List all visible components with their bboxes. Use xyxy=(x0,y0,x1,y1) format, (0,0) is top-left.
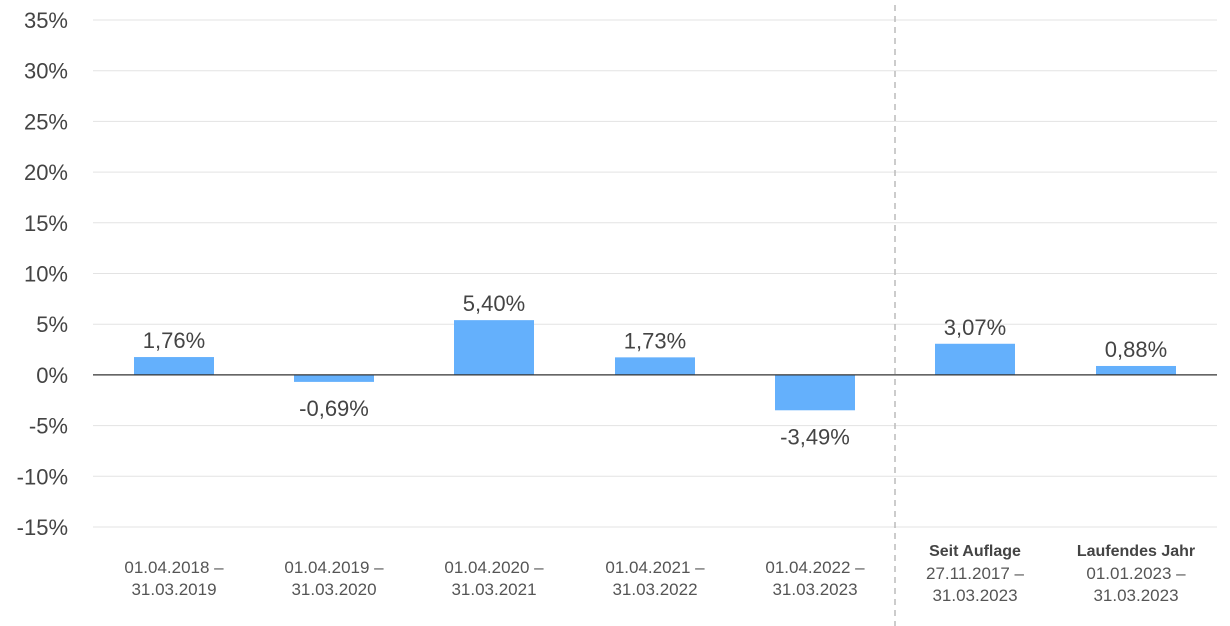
data-label: 1,73% xyxy=(624,328,686,353)
category-label: 31.03.2023 xyxy=(1093,586,1178,605)
y-tick-label: -15% xyxy=(17,515,68,540)
category-label: 01.04.2020 – xyxy=(444,558,544,577)
bar xyxy=(134,357,214,375)
bar xyxy=(454,320,534,375)
category-label: 01.04.2018 – xyxy=(124,558,224,577)
category-label: 31.03.2022 xyxy=(612,580,697,599)
category-label: 31.03.2019 xyxy=(131,580,216,599)
data-label: -3,49% xyxy=(780,424,850,449)
category-label: 31.03.2020 xyxy=(291,580,376,599)
data-label: 1,76% xyxy=(143,328,205,353)
category-label: 27.11.2017 – xyxy=(926,564,1025,583)
data-label: -0,69% xyxy=(299,396,369,421)
y-tick-label: 25% xyxy=(24,109,68,134)
y-tick-label: 35% xyxy=(24,8,68,33)
category-label: 01.04.2022 – xyxy=(765,558,865,577)
data-label: 3,07% xyxy=(944,315,1006,340)
data-labels: 1,76% -0,69% 5,40% 1,73% -3,49% 3,07% 0,88% xyxy=(143,291,1167,449)
y-tick-label: 5% xyxy=(36,312,68,337)
bar xyxy=(1096,365,1176,375)
bar xyxy=(615,357,695,375)
category-heading: Seit Auflage xyxy=(929,543,1021,560)
bar xyxy=(775,374,855,411)
y-tick-label: 0% xyxy=(36,363,68,388)
data-label: 5,40% xyxy=(463,291,525,316)
y-axis-ticks: 35% 30% 25% 20% 15% 10% 5% 0% -5% -10% -15% xyxy=(17,8,68,540)
y-tick-label: 15% xyxy=(24,211,68,236)
category-label: 31.03.2021 xyxy=(451,580,536,599)
y-tick-label: 20% xyxy=(24,160,68,185)
category-label: 01.04.2019 – xyxy=(284,558,384,577)
y-tick-label: 30% xyxy=(24,59,68,84)
bar xyxy=(935,343,1015,375)
grid-lines xyxy=(93,19,1217,528)
category-label: 31.03.2023 xyxy=(772,580,857,599)
bar xyxy=(294,374,374,382)
data-label: 0,88% xyxy=(1105,337,1167,362)
bars xyxy=(134,320,1176,411)
y-tick-label: -10% xyxy=(17,464,68,489)
category-label: 01.04.2021 – xyxy=(605,558,705,577)
y-tick-label: 10% xyxy=(24,262,68,287)
y-tick-label: -5% xyxy=(29,414,68,439)
x-axis-categories: 01.04.2018 – 31.03.2019 01.04.2019 – 31.03.… xyxy=(124,543,1195,605)
category-label: 01.01.2023 – xyxy=(1086,564,1186,583)
category-label: 31.03.2023 xyxy=(932,586,1017,605)
category-heading: Laufendes Jahr xyxy=(1077,543,1195,560)
